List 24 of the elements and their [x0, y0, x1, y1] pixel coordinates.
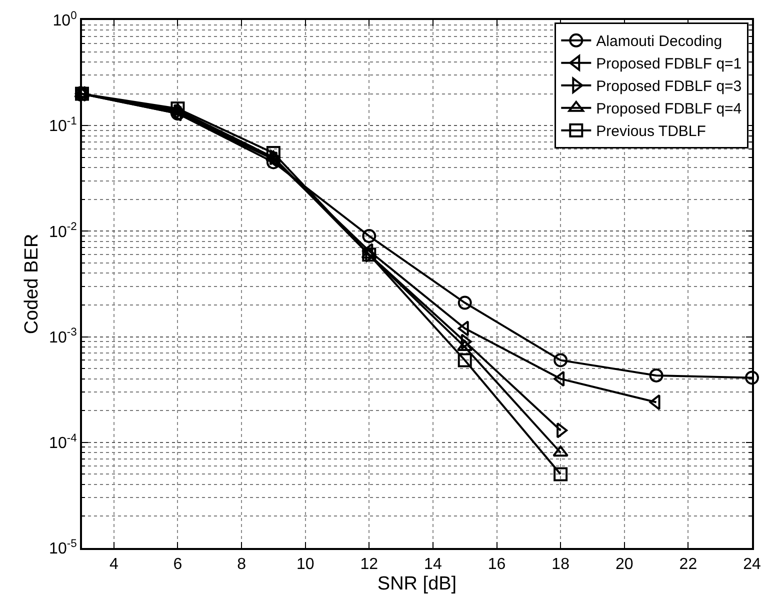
legend-label: Proposed FDBLF q=4 — [596, 100, 742, 118]
y-tick-label: 10$^{-5}$ — [49, 538, 77, 558]
legend-label: Previous TDBLF — [596, 123, 706, 140]
x-axis-title: SNR [dB] — [377, 574, 457, 594]
y-axis-title: Coded BER — [21, 234, 42, 334]
legend-label: Proposed FDBLF q=1 — [596, 56, 742, 73]
x-tick-label: 8 — [237, 556, 246, 574]
x-tick-label: 16 — [488, 556, 506, 574]
x-tick-label: 12 — [360, 556, 378, 574]
y-tick-label: 10$^{0}$ — [52, 10, 77, 30]
x-tick-label: 10 — [296, 556, 314, 574]
x-tick-label: 24 — [743, 556, 761, 574]
legend-label: Alamouti Decoding — [596, 33, 722, 50]
y-tick-label: 10$^{-1}$ — [49, 115, 77, 136]
x-tick-label: 6 — [173, 556, 182, 574]
y-tick-label: 10$^{-3}$ — [49, 326, 77, 346]
y-tick-label: 10$^{-4}$ — [49, 432, 77, 452]
x-tick-label: 14 — [424, 556, 442, 574]
legend-label: Proposed FDBLF q=3 — [596, 78, 742, 96]
x-tick-label: 22 — [679, 556, 698, 574]
x-tick-label: 4 — [109, 556, 118, 574]
y-tick-label: 10$^{-2}$ — [49, 221, 77, 241]
x-tick-label: 18 — [552, 556, 570, 574]
x-tick-label: 20 — [615, 556, 634, 574]
